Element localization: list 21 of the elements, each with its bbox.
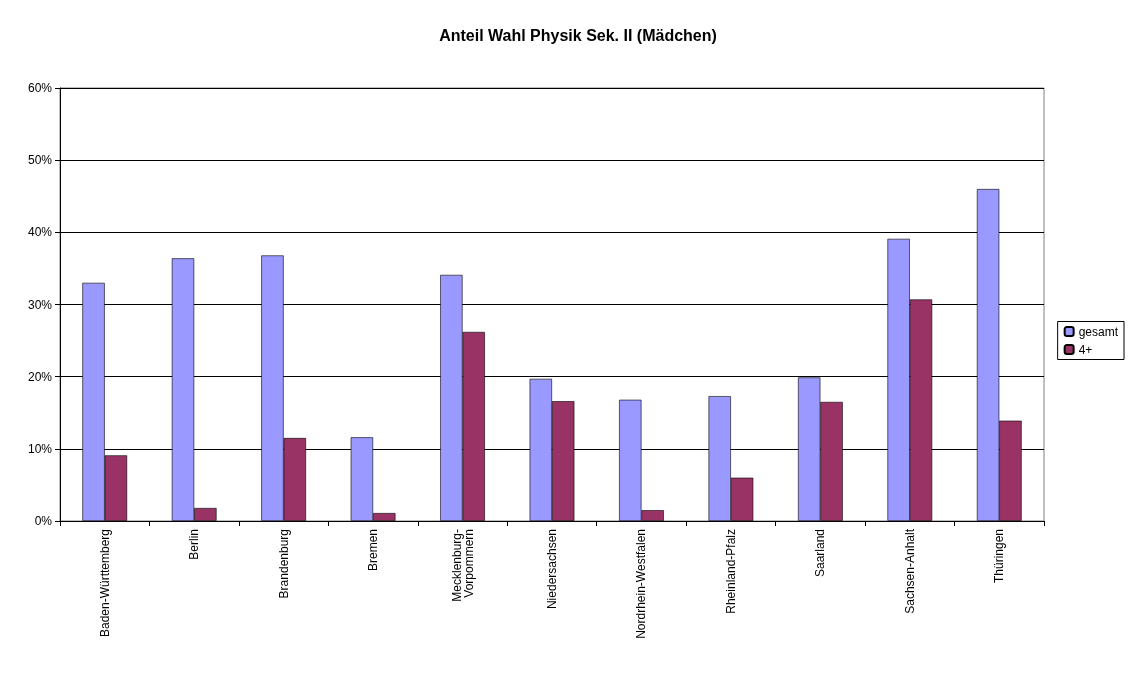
y-tick-label: 40% [27, 225, 53, 240]
y-tick-label: 20% [27, 369, 53, 384]
x-tick-label: Brandenburg [276, 529, 291, 599]
y-tick-label: 30% [27, 297, 53, 312]
legend-label: 4+ [1078, 342, 1093, 357]
x-tick-label: Rheinland-Pfalz [723, 529, 738, 614]
x-tick-label: Niedersachsen [545, 529, 559, 610]
x-tick-label: Nordrhein-Westfalen [634, 529, 649, 639]
chart-title: Anteil Wahl Physik Sek. II (Mädchen) [439, 26, 717, 44]
legend-label: gesamt [1078, 324, 1119, 339]
x-tick-label: Mecklenburg-Vorpommern [449, 529, 476, 602]
y-tick-label: 50% [27, 153, 53, 168]
x-tick-label: Bremen [366, 529, 381, 572]
y-tick-label: 60% [27, 81, 53, 95]
x-tick-label: Baden-Württemberg [97, 529, 112, 638]
x-tick-label: Saarland [813, 529, 828, 578]
y-tick-label: 10% [27, 441, 53, 456]
x-tick-label: Thüringen [992, 529, 1007, 584]
x-tick-label: Berlin [187, 529, 202, 560]
x-tick-label: Sachsen-Anhalt [902, 528, 917, 614]
y-tick-label: 0% [34, 514, 53, 528]
